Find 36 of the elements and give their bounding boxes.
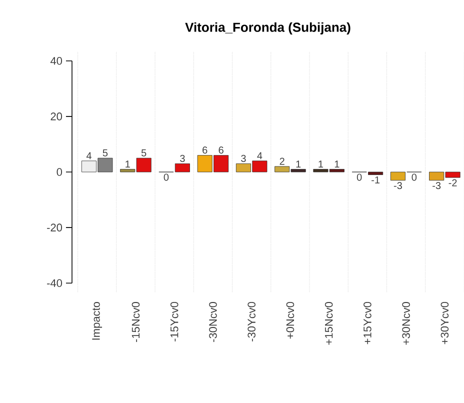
data-label: 5: [102, 149, 108, 156]
x-tick-label: +30Ycv0: [440, 302, 449, 344]
data-label: 0: [356, 174, 362, 181]
y-tick-label: -40: [47, 279, 62, 287]
data-label: 4: [86, 152, 92, 160]
y-tick-label: -20: [47, 224, 62, 232]
data-label: 1: [126, 160, 130, 168]
x-tick-label: +0Ncv0: [286, 302, 294, 339]
x-tick-label: +30Ncv0: [402, 302, 410, 345]
data-label: 1: [318, 160, 324, 168]
y-tick-label: 0: [56, 168, 62, 176]
x-tick-label: +15Ycv0: [364, 302, 372, 344]
y-tick-label: 40: [50, 57, 62, 65]
data-label: 0: [412, 174, 417, 181]
x-tick-label: -30Ncv0: [209, 302, 217, 342]
data-label: 2: [280, 158, 284, 165]
data-label: 1: [334, 160, 340, 168]
data-label: 0: [164, 174, 169, 181]
data-label: 3: [241, 154, 246, 162]
data-label: -1: [372, 176, 380, 184]
data-label: 6: [218, 146, 224, 154]
x-tick-label: -15Ycv0: [170, 302, 178, 342]
chart-title: Vitoria_Foronda (Subijana): [185, 22, 350, 34]
x-tick-label: -15Ncv0: [132, 302, 140, 342]
y-tick-label: 20: [50, 112, 62, 120]
data-label: -2: [448, 179, 457, 186]
data-label: 4: [257, 152, 262, 160]
data-label: -3: [394, 182, 402, 190]
data-label: 3: [180, 154, 185, 162]
data-label: -3: [432, 182, 441, 190]
x-tick-label: -30Ycv0: [248, 302, 256, 342]
data-label: 1: [296, 160, 301, 168]
x-tick-label: Impacto: [92, 302, 102, 340]
data-label: 6: [202, 146, 208, 154]
x-tick-label: +15Ncv0: [324, 302, 333, 345]
data-label: 5: [141, 149, 146, 156]
